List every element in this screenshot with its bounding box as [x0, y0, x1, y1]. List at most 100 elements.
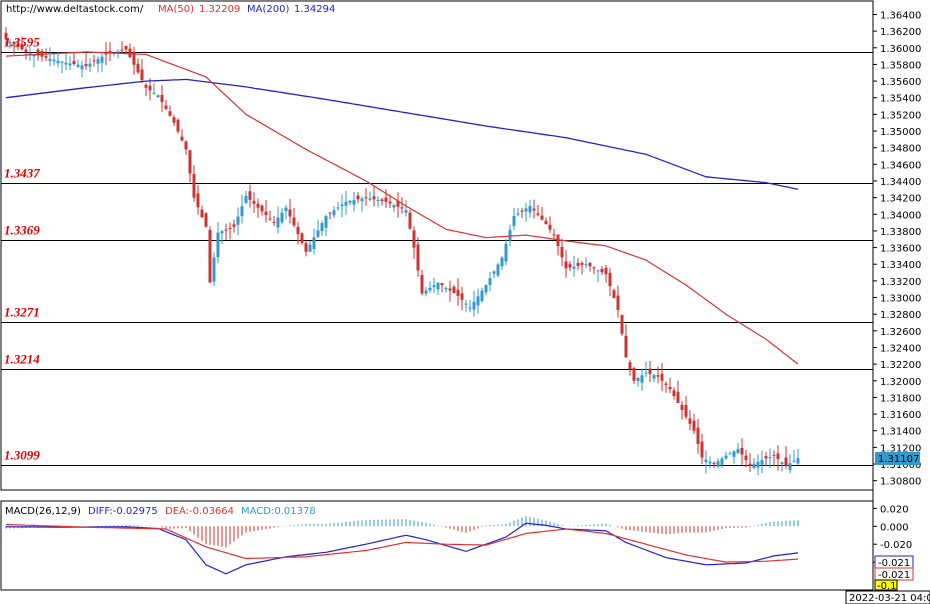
candle-body — [52, 59, 56, 62]
candle-body — [60, 61, 64, 63]
candle-body — [692, 420, 696, 431]
candle-body — [244, 195, 248, 203]
support-resistance-levels — [1, 52, 873, 466]
candle-body — [48, 58, 52, 62]
current-price-marker: 1.31107 — [875, 452, 920, 465]
candle-body — [264, 211, 268, 216]
candle-body — [12, 41, 16, 45]
candle-body — [688, 418, 692, 424]
candle-body — [88, 63, 92, 67]
candle-body — [468, 307, 472, 309]
candle-body — [768, 457, 772, 459]
candle-body — [352, 200, 356, 205]
candle-body — [168, 111, 172, 116]
candle-body — [332, 210, 336, 216]
candle-body — [356, 195, 360, 200]
price-axis: 1.36400 1.36200 1.36000 1.35800 1.35600 1.354… — [873, 10, 921, 488]
candle-body — [608, 272, 612, 287]
current-price-value: 1.31107 — [878, 454, 919, 465]
candle-body — [204, 213, 208, 227]
candle-body — [584, 264, 588, 266]
candle-body — [796, 458, 800, 464]
candle-body — [600, 268, 604, 273]
candle-body — [536, 213, 540, 216]
price-tick-label: 1.34800 — [880, 144, 921, 155]
candle-body — [276, 217, 280, 228]
candle-body — [620, 314, 624, 334]
candle-body — [700, 441, 704, 458]
candle-body — [760, 459, 764, 465]
candle-body — [100, 56, 104, 63]
macd-dea-line — [5, 523, 799, 563]
macd-tick-label: 0.000 — [880, 522, 909, 533]
candle-body — [392, 205, 396, 208]
candle-body — [632, 368, 636, 381]
candle-body — [740, 448, 744, 455]
price-tick-label: 1.31000 — [880, 460, 921, 471]
price-tick-label: 1.33000 — [880, 294, 921, 305]
candle-body — [440, 282, 444, 286]
candle-body — [216, 232, 220, 258]
candle-body — [444, 287, 448, 290]
candle-body — [792, 460, 796, 462]
candles — [4, 27, 800, 476]
candle-body — [720, 458, 724, 465]
candle-body — [192, 173, 196, 198]
candle-body — [372, 196, 376, 200]
candle-body — [128, 48, 132, 58]
candle-body — [316, 230, 320, 237]
candle-body — [116, 51, 120, 54]
candle-body — [108, 50, 112, 54]
candle-body — [312, 237, 316, 249]
candle-body — [736, 449, 740, 453]
candle-body — [576, 263, 580, 266]
candle-body — [336, 207, 340, 209]
price-tick-label: 1.36400 — [880, 10, 921, 21]
price-tick-label: 1.32600 — [880, 327, 921, 338]
candle-body — [364, 197, 368, 199]
candle-body — [784, 457, 788, 466]
level-label: 1.3369 — [4, 223, 40, 238]
candle-body — [524, 208, 528, 212]
candle-body — [588, 262, 592, 267]
candle-body — [148, 85, 152, 91]
candle-body — [552, 234, 556, 236]
candle-body — [596, 270, 600, 272]
candle-body — [340, 204, 344, 207]
candle-body — [280, 212, 284, 223]
level-label: 1.3099 — [4, 448, 40, 463]
candle-body — [520, 210, 524, 212]
candle-body — [220, 231, 224, 234]
candle-body — [300, 233, 304, 243]
candle-body — [668, 386, 672, 390]
price-tick-label: 1.30800 — [880, 477, 921, 488]
price-tick-label: 1.32400 — [880, 343, 921, 354]
candle-body — [104, 53, 108, 55]
candle-body — [180, 136, 184, 141]
macd-title: MACD(26,12,9) — [5, 506, 81, 517]
candle-body — [188, 150, 192, 174]
price-tick-label: 1.35600 — [880, 77, 921, 88]
candle-body — [764, 456, 768, 459]
candle-body — [176, 119, 180, 132]
candle-body — [704, 459, 708, 462]
candle-body — [516, 213, 520, 215]
price-tick-label: 1.34600 — [880, 160, 921, 171]
candle-body — [628, 362, 632, 370]
candle-body — [328, 212, 332, 214]
candle-body — [744, 455, 748, 461]
candle-body — [292, 217, 296, 226]
candle-body — [512, 215, 516, 226]
candle-body — [320, 223, 324, 232]
price-tick-label: 1.36200 — [880, 27, 921, 38]
candle-body — [724, 455, 728, 459]
level-label: 1.3595 — [4, 35, 40, 50]
candle-body — [436, 282, 440, 290]
candle-body — [676, 391, 680, 403]
candle-body — [484, 285, 488, 293]
candle-body — [368, 198, 372, 200]
date-label-group: 2022-03-21 04:00 — [845, 590, 930, 604]
macd-tick-label: 0.020 — [880, 504, 909, 515]
candle-body — [612, 290, 616, 299]
candle-body — [680, 404, 684, 410]
